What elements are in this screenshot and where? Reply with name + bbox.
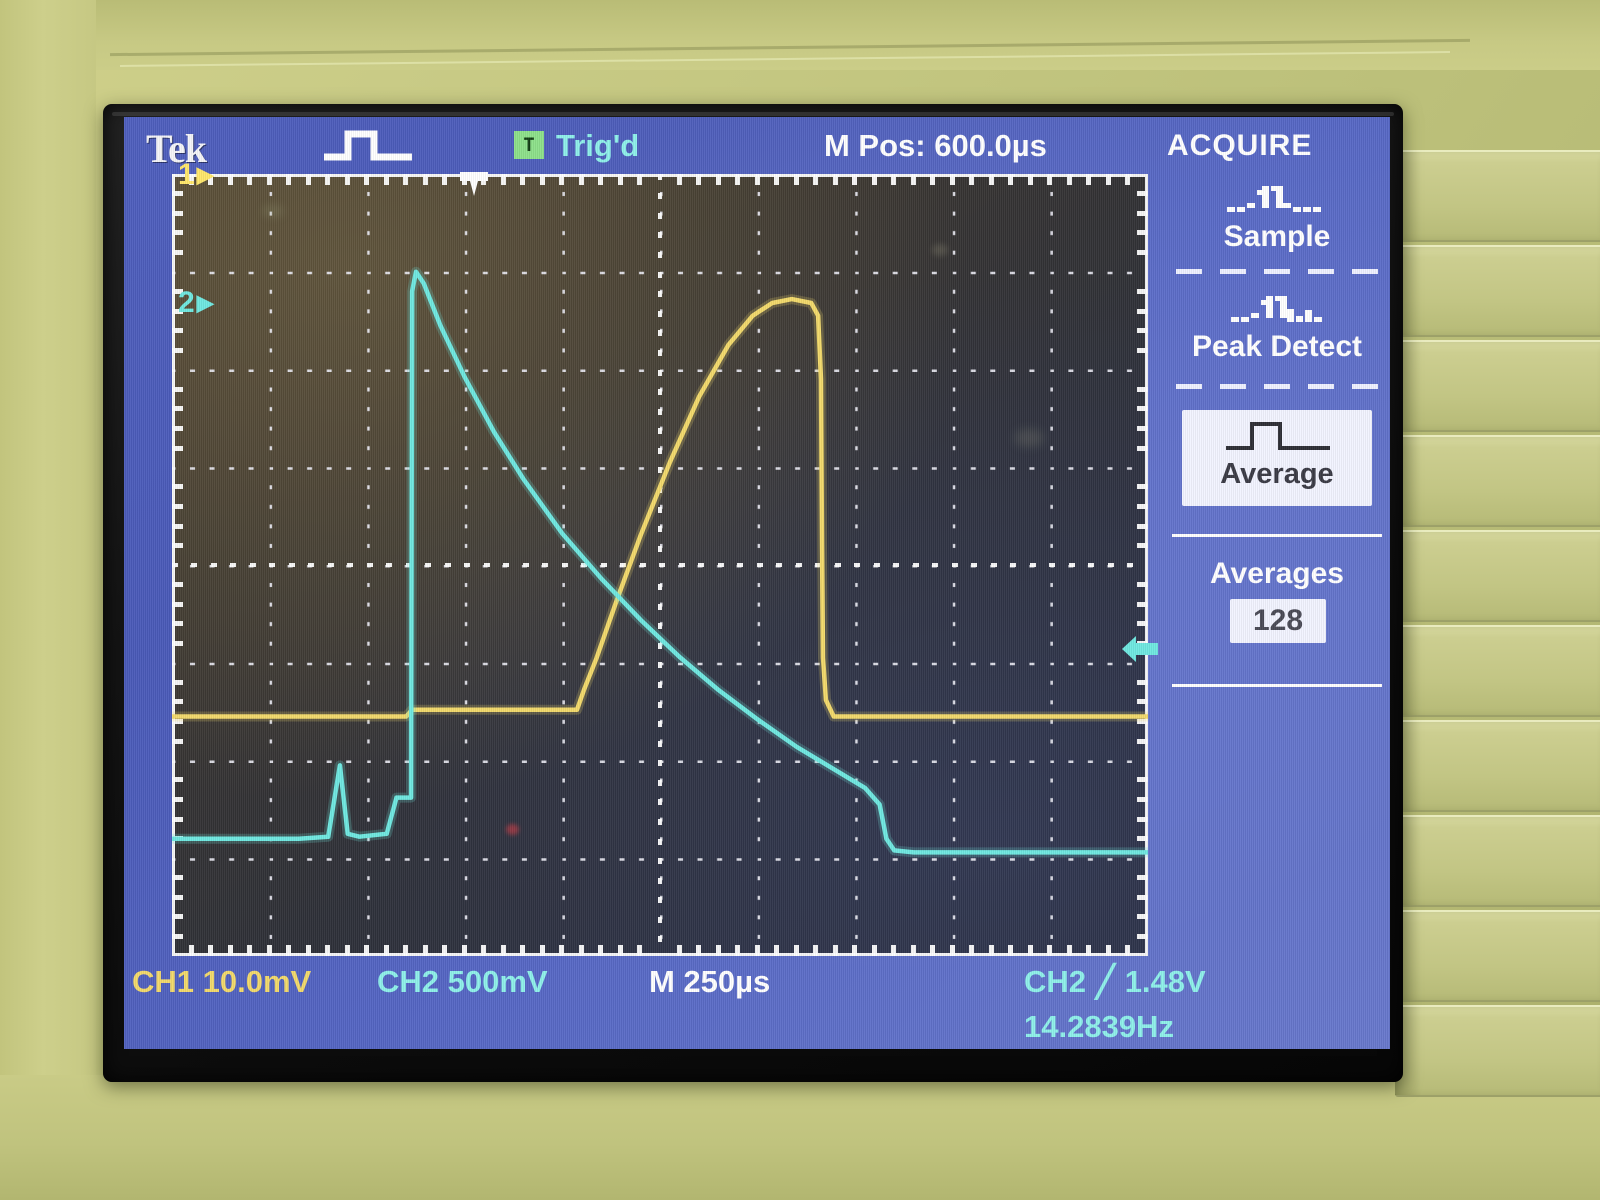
graticule-grid bbox=[172, 174, 1148, 956]
averages-value-box[interactable]: 128 bbox=[1230, 599, 1326, 643]
case-top-panel bbox=[0, 0, 1600, 70]
trace-ch1[interactable] bbox=[172, 296, 1148, 719]
averages-field[interactable]: Averages bbox=[1164, 559, 1390, 589]
ch1-scale-readout[interactable]: CH1 10.0mV bbox=[132, 964, 312, 999]
bezel-highlight bbox=[112, 112, 1394, 116]
ch1-marker-arrow-icon: ▶ bbox=[196, 162, 214, 187]
horizontal-position-readout: M Pos: 600.0µs bbox=[824, 128, 1047, 163]
menu-item-average-label: Average bbox=[1220, 458, 1334, 490]
menu-divider-dashed-2 bbox=[1176, 384, 1378, 389]
trace-glow-ch2 bbox=[172, 266, 1148, 858]
acquire-menu: Sample Peak Detect bbox=[1164, 174, 1390, 956]
trigger-level-arrow-icon[interactable] bbox=[1120, 632, 1160, 666]
ch1-ground-marker[interactable]: 1 ▶ bbox=[178, 158, 214, 192]
ch2-marker-label: 2 bbox=[178, 286, 195, 319]
frequency-readout: 14.2839Hz bbox=[1024, 1009, 1174, 1044]
ch1-marker-label: 1 bbox=[178, 158, 195, 191]
menu-item-average[interactable]: Average bbox=[1182, 410, 1372, 506]
trace-ch2[interactable] bbox=[172, 269, 1148, 855]
average-waveform-icon bbox=[1226, 422, 1330, 450]
bezel-button-7[interactable] bbox=[1395, 720, 1600, 812]
timebase-readout[interactable]: M 250µs bbox=[649, 964, 771, 999]
trigger-slope-icon: ╱ bbox=[1096, 964, 1115, 999]
oscilloscope-screen: Tek T Trig'd M Pos: 600.0µs ACQUIRE bbox=[124, 117, 1390, 1049]
trigger-state-label: Trig'd bbox=[556, 128, 640, 163]
menu-item-peak-detect-label: Peak Detect bbox=[1191, 330, 1363, 363]
trigger-source-readout: CH2 bbox=[1024, 964, 1087, 999]
case-left-edge bbox=[0, 0, 96, 1200]
menu-item-sample[interactable]: Sample bbox=[1164, 182, 1390, 252]
case-bottom-panel bbox=[0, 1075, 1600, 1200]
bezel-button-column bbox=[1395, 150, 1600, 1097]
averages-label: Averages bbox=[1210, 557, 1344, 590]
bottom-readout-bar: CH1 10.0mV CH2 500mV M 250µs CH2 ╱ 1.48V… bbox=[124, 962, 1390, 1049]
tek-logo: Tek bbox=[146, 126, 207, 171]
ch2-ground-marker[interactable]: 2 ▶ bbox=[178, 286, 214, 320]
menu-divider-dashed-1 bbox=[1176, 269, 1378, 274]
bezel-button-2[interactable] bbox=[1395, 245, 1600, 337]
bezel-button-3[interactable] bbox=[1395, 340, 1600, 432]
bezel-button-8[interactable] bbox=[1395, 815, 1600, 907]
graticule: 1 ▶ 2 ▶ bbox=[172, 158, 1158, 956]
bezel-button-4[interactable] bbox=[1395, 435, 1600, 527]
bezel-button-1[interactable] bbox=[1395, 150, 1600, 242]
ch2-marker-arrow-icon: ▶ bbox=[196, 290, 214, 315]
menu-divider-solid-2 bbox=[1172, 684, 1382, 687]
square-pulse-icon bbox=[324, 130, 412, 161]
trigger-position-arrow-icon[interactable] bbox=[456, 170, 492, 200]
top-status-bar: Tek T Trig'd M Pos: 600.0µs ACQUIRE bbox=[124, 117, 1390, 173]
peak-detect-waveform-icon bbox=[1231, 296, 1322, 322]
menu-title: ACQUIRE bbox=[1167, 129, 1313, 162]
bezel-button-5[interactable] bbox=[1395, 530, 1600, 622]
menu-item-sample-label: Sample bbox=[1223, 220, 1331, 253]
trigger-level-readout: 1.48V bbox=[1124, 964, 1206, 999]
trigger-badge: T bbox=[514, 131, 544, 159]
menu-item-peak-detect[interactable]: Peak Detect bbox=[1164, 292, 1390, 362]
waveform-traces bbox=[172, 266, 1148, 858]
bezel-button-10[interactable] bbox=[1395, 1005, 1600, 1097]
menu-divider-solid bbox=[1172, 534, 1382, 537]
ch2-scale-readout[interactable]: CH2 500mV bbox=[377, 964, 548, 999]
trace-glow-ch1 bbox=[172, 294, 1148, 722]
trigger-readout-group[interactable]: CH2 ╱ 1.48V bbox=[1024, 964, 1206, 1000]
bezel-button-6[interactable] bbox=[1395, 625, 1600, 717]
bezel-button-9[interactable] bbox=[1395, 910, 1600, 1002]
averages-value: 128 bbox=[1252, 604, 1304, 637]
sample-waveform-icon bbox=[1227, 186, 1321, 212]
